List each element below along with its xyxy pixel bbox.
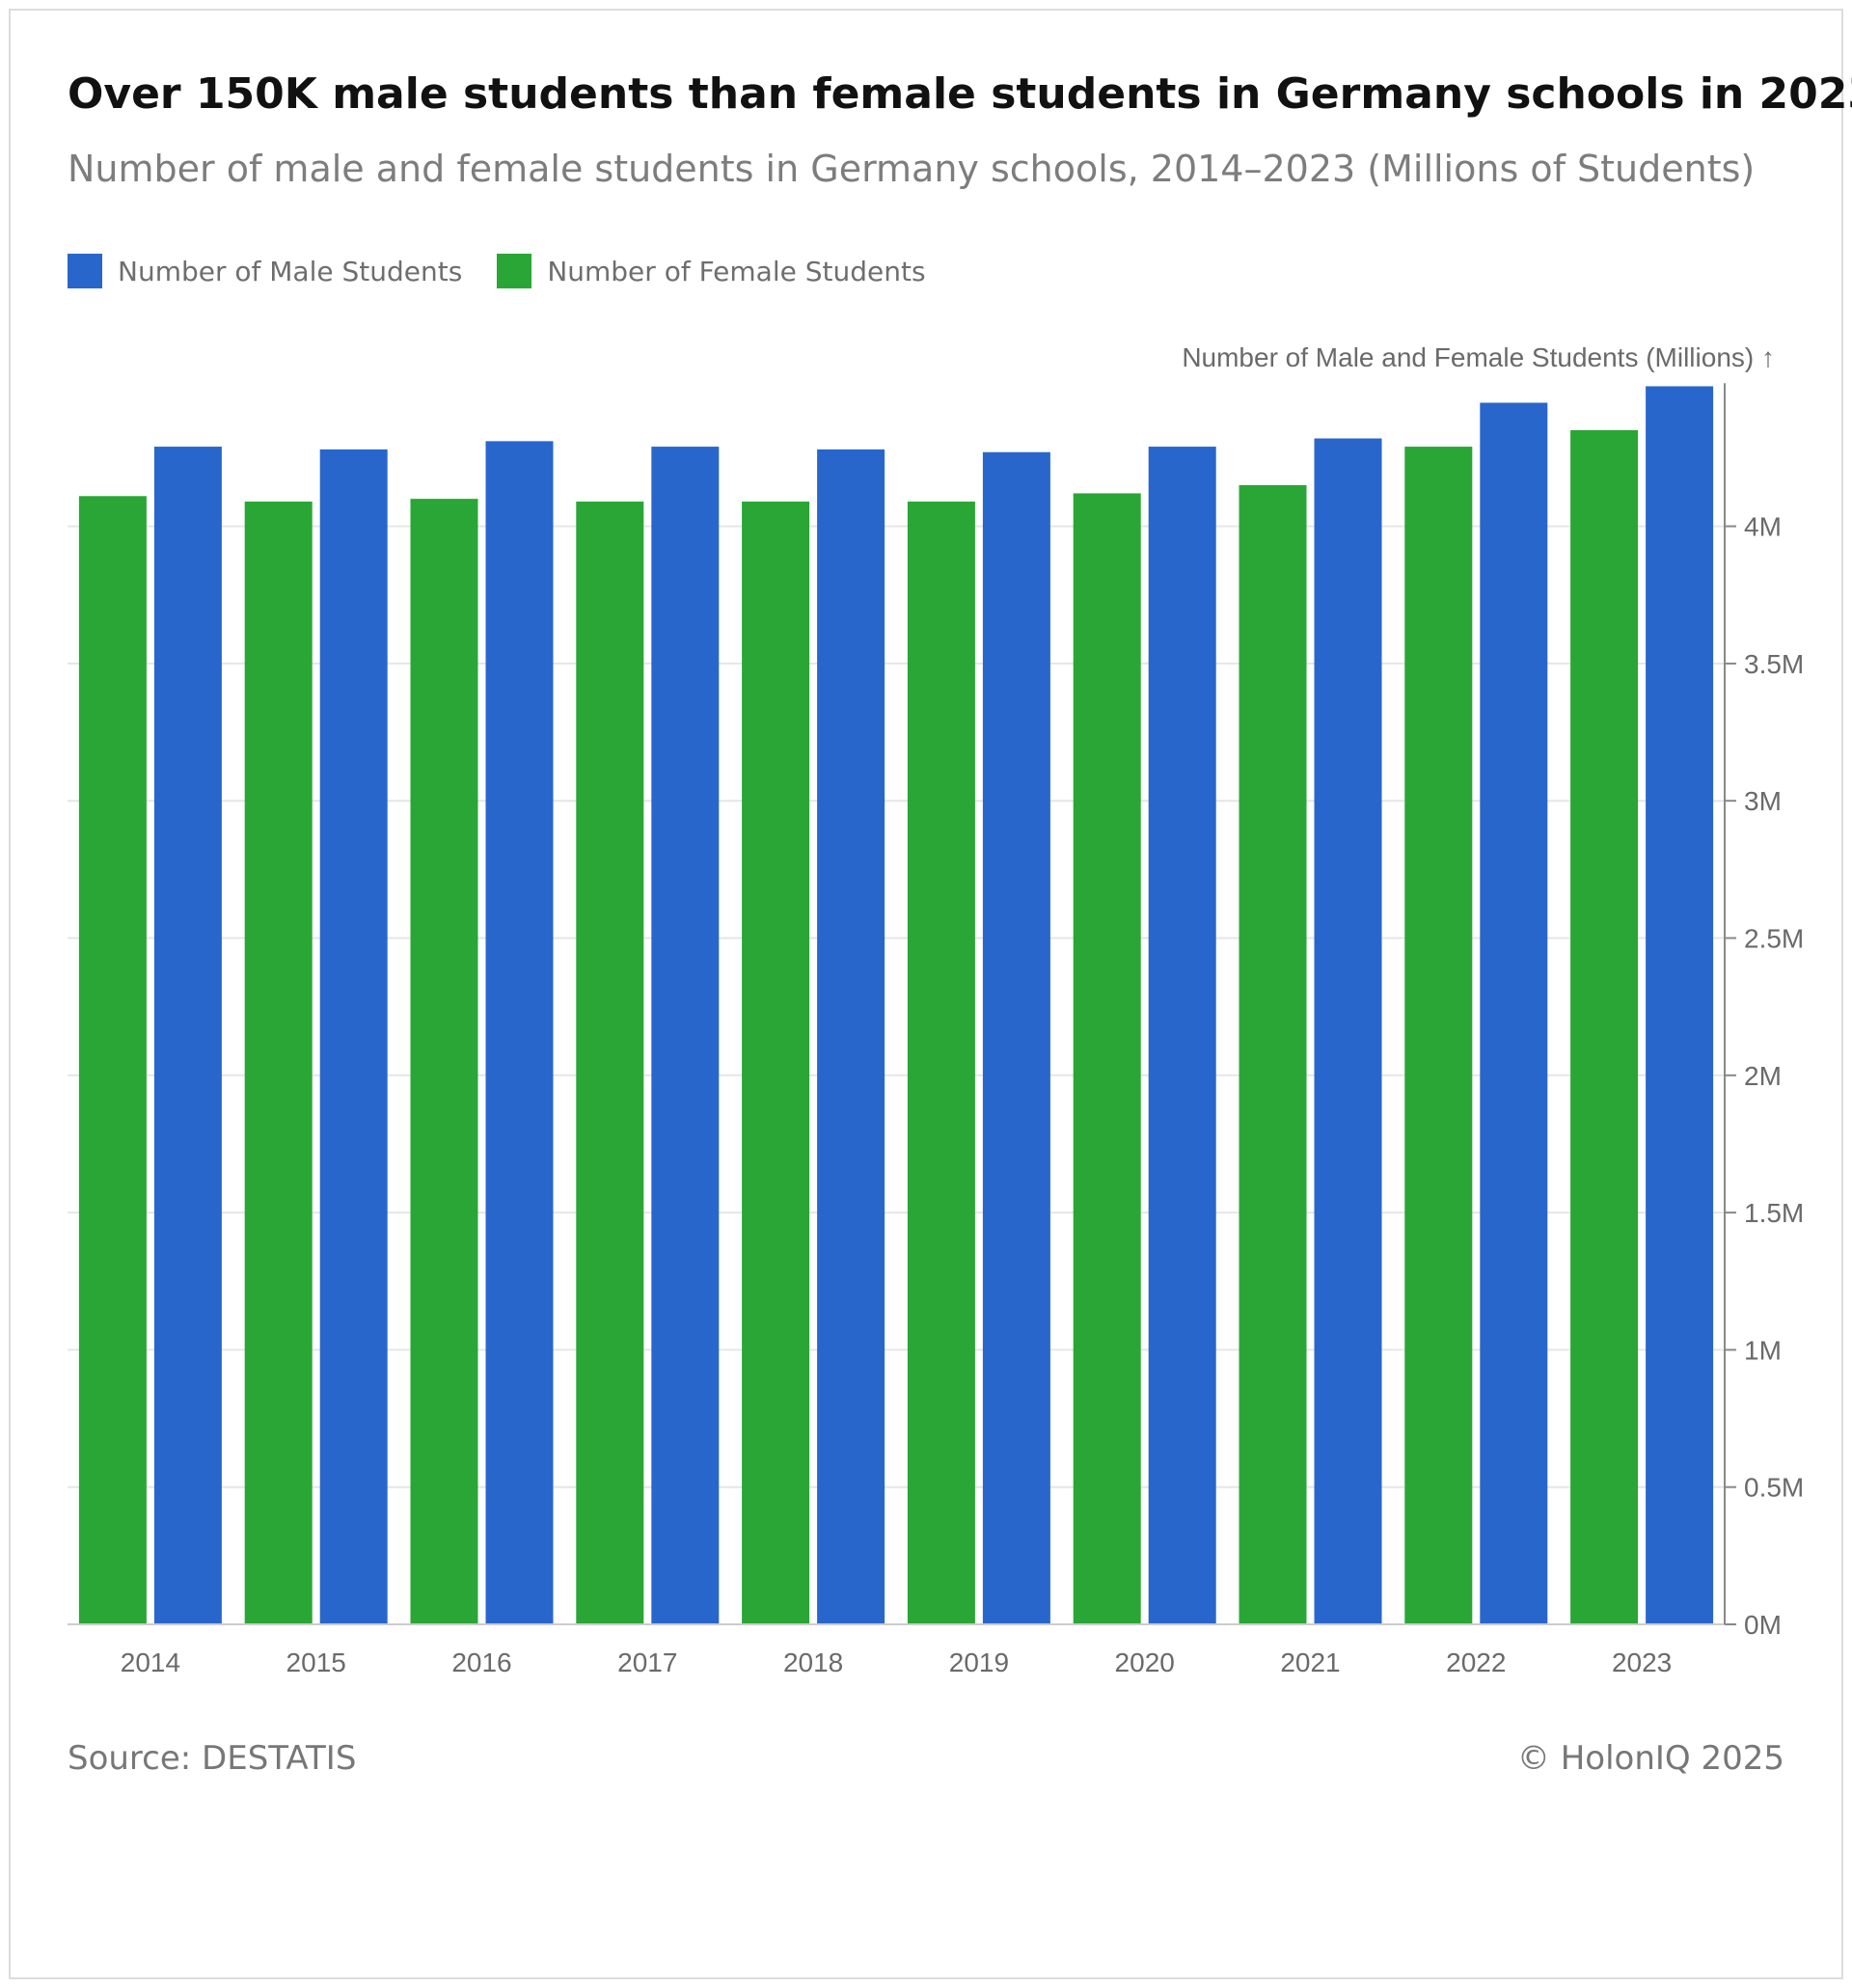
bar-male-2021[interactable] xyxy=(1314,438,1382,1624)
x-tick-label: 2019 xyxy=(949,1648,1009,1677)
x-tick-label: 2017 xyxy=(617,1648,677,1677)
x-tick-label: 2015 xyxy=(286,1648,346,1677)
bar-female-2015[interactable] xyxy=(244,501,313,1624)
bar-female-2014[interactable] xyxy=(78,496,147,1625)
bar-female-2021[interactable] xyxy=(1239,484,1307,1624)
legend-item-female[interactable]: Number of Female Students xyxy=(497,254,926,288)
bar-male-2023[interactable] xyxy=(1646,386,1714,1625)
x-axis: 2014 2015 2016 2017 2018 2019 2020 2021 2022 2023 xyxy=(121,1648,1672,1677)
legend-label-male: Number of Male Students xyxy=(118,255,463,287)
bar-female-2017[interactable] xyxy=(576,501,644,1624)
bar-male-2016[interactable] xyxy=(485,441,554,1624)
bar-male-2020[interactable] xyxy=(1148,447,1216,1624)
x-tick-label: 2016 xyxy=(451,1648,511,1677)
bar-female-2020[interactable] xyxy=(1073,493,1141,1624)
bar-male-2019[interactable] xyxy=(982,451,1050,1624)
y-tick-label: 1M xyxy=(1744,1335,1782,1365)
x-tick-label: 2020 xyxy=(1115,1648,1175,1677)
legend-item-male[interactable]: Number of Male Students xyxy=(68,254,462,288)
bar-female-2023[interactable] xyxy=(1570,429,1639,1624)
source-note: Source: DESTATIS xyxy=(68,1739,357,1778)
legend-label-female: Number of Female Students xyxy=(547,255,926,287)
x-tick-label: 2021 xyxy=(1280,1648,1340,1677)
bar-chart: 0M 0.5M 1M 1.5M 2M 2.5M 3M 3.5M 4M Number of Male… xyxy=(68,342,1804,1677)
y-tick-label: 1.5M xyxy=(1744,1198,1804,1228)
x-tick-label: 2023 xyxy=(1612,1648,1672,1677)
gridlines xyxy=(68,525,1725,1488)
bar-female-2016[interactable] xyxy=(410,499,478,1624)
x-tick-label: 2014 xyxy=(121,1648,180,1677)
bar-female-2018[interactable] xyxy=(742,501,810,1624)
bar-male-2014[interactable] xyxy=(153,447,222,1624)
legend-swatch-male xyxy=(68,254,102,288)
x-tick-label: 2022 xyxy=(1446,1648,1506,1677)
bar-male-2018[interactable] xyxy=(817,449,885,1624)
bar-male-2022[interactable] xyxy=(1480,402,1548,1624)
y-tick-label: 2.5M xyxy=(1744,924,1804,954)
bars xyxy=(78,386,1714,1625)
x-tick-label: 2018 xyxy=(783,1648,843,1677)
legend-swatch-female xyxy=(497,254,532,288)
chart-subtitle: Number of male and female students in Ge… xyxy=(68,148,1756,190)
y-tick-label: 4M xyxy=(1744,512,1782,542)
y-tick-label: 3M xyxy=(1744,786,1782,816)
bar-female-2022[interactable] xyxy=(1404,447,1473,1624)
chart-title: Over 150K male students than female stud… xyxy=(68,69,1852,119)
y-tick-label: 0M xyxy=(1744,1610,1782,1640)
y-tick-label: 0.5M xyxy=(1744,1473,1804,1503)
y-axis-title: Number of Male and Female Students (Mill… xyxy=(1182,342,1775,372)
y-tick-label: 3.5M xyxy=(1744,649,1804,679)
copyright-note: © HolonIQ 2025 xyxy=(1516,1739,1784,1778)
legend: Number of Male Students Number of Female… xyxy=(68,254,961,288)
y-axis: 0M 0.5M 1M 1.5M 2M 2.5M 3M 3.5M 4M Number of Male… xyxy=(68,342,1804,1640)
bar-male-2015[interactable] xyxy=(319,449,388,1624)
bar-male-2017[interactable] xyxy=(651,447,720,1624)
bar-female-2019[interactable] xyxy=(907,501,975,1624)
y-tick-label: 2M xyxy=(1744,1061,1782,1091)
